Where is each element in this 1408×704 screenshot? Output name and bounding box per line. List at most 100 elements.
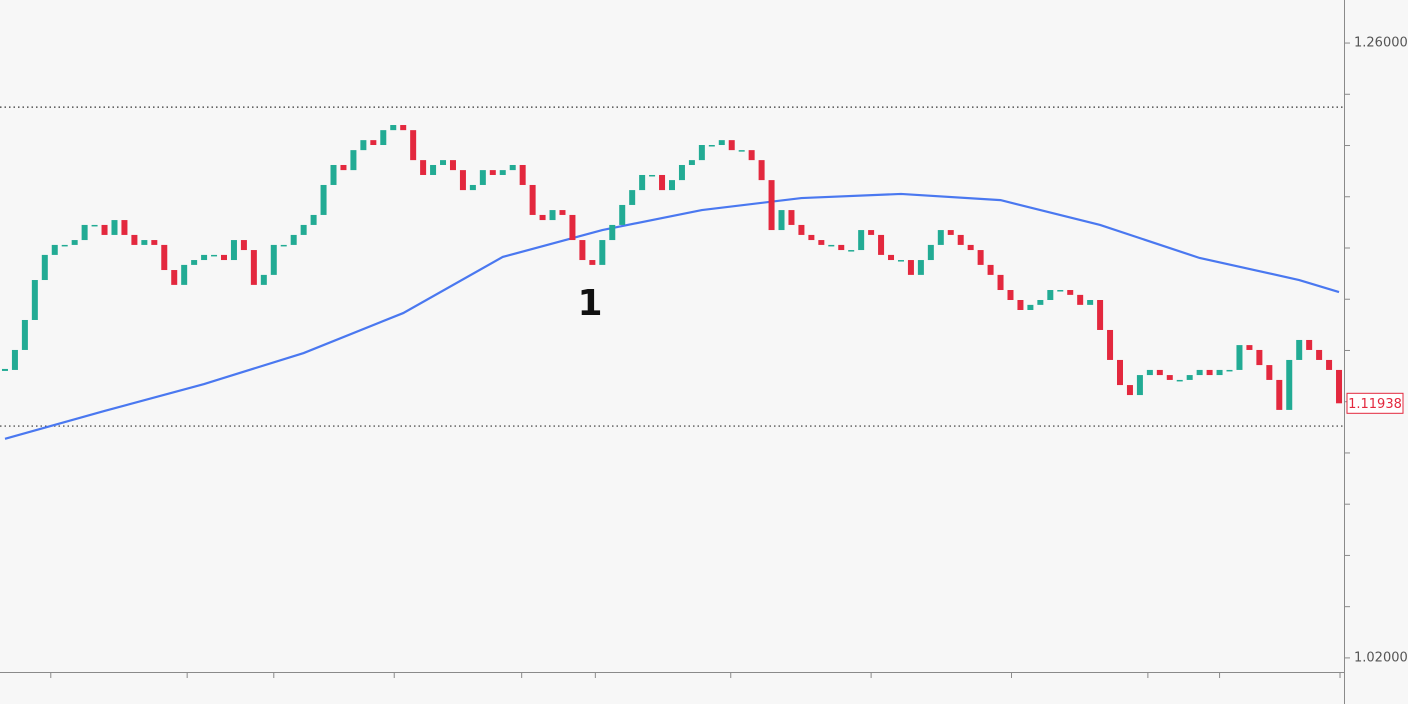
y-tick-label: 1.26000 [1354, 36, 1408, 51]
candle [171, 270, 178, 285]
candle [1097, 300, 1104, 330]
candle [798, 224, 805, 235]
candle [907, 260, 914, 275]
candle [509, 164, 516, 171]
candle [649, 174, 656, 177]
candle [1246, 345, 1253, 350]
candle [659, 174, 666, 191]
candle [1216, 369, 1223, 376]
candle [489, 170, 496, 175]
candle [290, 234, 297, 245]
candle [868, 230, 875, 235]
candle [191, 260, 198, 265]
candle [1316, 349, 1323, 360]
candle [1196, 369, 1203, 376]
candle [330, 164, 337, 185]
candle [688, 160, 695, 165]
candle [260, 274, 267, 285]
candle [181, 264, 188, 285]
candle [639, 174, 646, 191]
candle [967, 244, 974, 251]
candle [619, 204, 626, 225]
candle [1146, 369, 1153, 376]
candle [1236, 345, 1243, 370]
candle [519, 164, 526, 185]
candle [1117, 359, 1123, 386]
candle [529, 184, 536, 215]
candle [121, 220, 128, 235]
candle [569, 214, 576, 241]
candle [61, 244, 68, 247]
candle [559, 210, 566, 215]
candle [250, 250, 257, 285]
candle [300, 224, 307, 235]
candle [698, 145, 705, 161]
annotation: 1 [577, 283, 602, 324]
candle [718, 140, 725, 146]
candle [808, 234, 815, 241]
candle [1296, 339, 1303, 360]
candle [828, 244, 835, 247]
candle [1176, 379, 1183, 382]
candle [987, 264, 994, 275]
candle [111, 220, 118, 235]
candle [1007, 290, 1014, 301]
candle [340, 164, 347, 171]
candle [917, 260, 924, 275]
candle [927, 244, 934, 261]
candle [280, 244, 287, 247]
candle [758, 160, 765, 181]
candle [91, 224, 98, 227]
candle [469, 184, 476, 191]
candle [1336, 369, 1343, 404]
candle [201, 254, 208, 261]
candle [440, 160, 447, 165]
candle [878, 234, 885, 255]
candle [1057, 290, 1064, 292]
candle [1276, 379, 1283, 410]
candle [728, 140, 735, 151]
candle [410, 130, 417, 161]
candle [430, 164, 437, 175]
candle [708, 145, 715, 147]
candle [738, 150, 745, 152]
candle [141, 240, 148, 245]
candle [320, 184, 327, 215]
candle [151, 240, 158, 245]
candle [310, 214, 317, 225]
candle [957, 234, 964, 245]
candle [629, 190, 636, 205]
candle [1087, 300, 1094, 305]
candle [1226, 369, 1233, 372]
candle [599, 240, 606, 265]
candle [350, 150, 357, 171]
candle [1306, 339, 1313, 350]
candle [449, 160, 456, 171]
candle [380, 130, 387, 146]
candle [589, 260, 596, 265]
candle [400, 125, 407, 131]
candle [848, 250, 855, 252]
candle [360, 140, 367, 151]
candle [1156, 369, 1163, 376]
candle [609, 224, 616, 241]
candle [1, 368, 8, 371]
candle [1186, 375, 1193, 380]
candle [997, 274, 1004, 291]
candle [818, 240, 825, 245]
candle [788, 210, 795, 225]
candle [1027, 304, 1034, 310]
candle [161, 244, 168, 271]
candle [897, 260, 904, 262]
candle [977, 250, 984, 265]
plot-area: 1.26000 1.02000 [0, 36, 1408, 678]
candle [1166, 375, 1173, 380]
candle [1077, 294, 1084, 305]
candle [539, 214, 546, 221]
candle [888, 254, 895, 261]
candle [768, 180, 775, 231]
candle [937, 230, 944, 245]
candle [1256, 349, 1263, 366]
